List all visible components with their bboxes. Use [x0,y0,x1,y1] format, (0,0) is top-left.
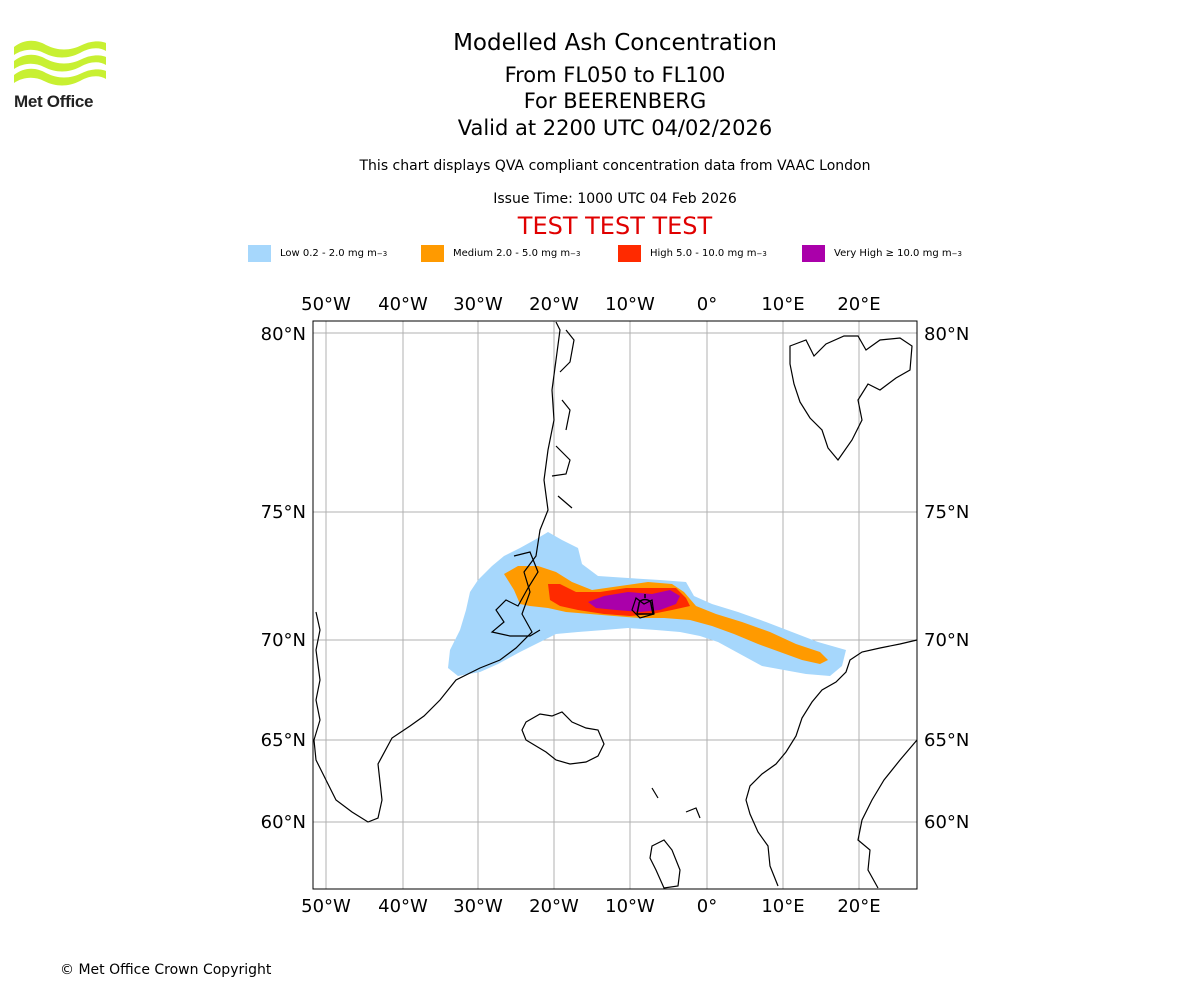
faroe-shetland-coast [649,787,701,889]
lat-tick-left: 65°N [261,730,306,751]
coastlines [313,321,918,889]
legend-swatch-high [618,245,641,262]
lat-tick-left: 75°N [261,502,306,523]
chart-title: Modelled Ash Concentration [453,30,777,56]
legend-item-high: High 5.0 - 10.0 mg m −3 [618,244,767,263]
lon-tick-top: 20°W [529,294,579,315]
legend-label-medium: Medium 2.0 - 5.0 mg m [453,248,571,259]
met-office-logo [14,40,106,86]
ash-plume [448,532,846,676]
lat-tick-left: 60°N [261,812,306,833]
lon-tick-bottom: 40°W [378,896,428,917]
lon-tick-bottom: 20°W [529,896,579,917]
lon-ticks-top: 50°W 40°W 30°W 20°W 10°W 0° 10°E 20°E [301,294,880,315]
lon-tick-bottom: 20°E [837,896,880,917]
lon-tick-bottom: 10°W [605,896,655,917]
bell-icon [636,594,654,615]
lat-tick-right: 70°N [924,630,969,651]
jan-mayen-outline [631,597,655,619]
greenland-east-inlets [551,329,575,509]
lat-tick-right: 80°N [924,324,969,345]
lat-ticks-right: 80°N 75°N 70°N 65°N 60°N [924,324,969,833]
lat-tick-right: 75°N [924,502,969,523]
iceland-coast [521,711,605,765]
map-frame [312,320,918,890]
lat-tick-left: 70°N [261,630,306,651]
lon-tick-top: 50°W [301,294,351,315]
lon-tick-bottom: 50°W [301,896,351,917]
legend-exp-low: −3 [376,249,388,258]
issue-time: Issue Time: 1000 UTC 04 Feb 2026 [493,191,737,207]
lon-tick-top: 20°E [837,294,880,315]
ash-very-high-region [588,590,680,612]
legend-label-low: Low 0.2 - 2.0 mg m [280,248,377,259]
legend-swatch-low [248,245,271,262]
legend-item-low: Low 0.2 - 2.0 mg m −3 [248,244,387,263]
greenland-coast [313,321,561,823]
lon-tick-top: 40°W [378,294,428,315]
copyright-notice: © Met Office Crown Copyright [60,962,272,978]
qva-description: This chart displays QVA compliant concen… [359,158,871,174]
lon-tick-top: 0° [697,294,717,315]
lon-tick-bottom: 0° [697,896,717,917]
test-banner: TEST TEST TEST [517,212,713,240]
svalbard-coast [789,335,913,461]
volcano-name: For BEERENBERG [523,89,707,113]
lon-tick-bottom: 30°W [453,896,503,917]
ash-concentration-map: 50°W 40°W 30°W 20°W 10°W 0° 10°E 20°E 50… [261,294,970,917]
ash-medium-region [504,566,828,664]
legend-label-very-high: Very High ≥ 10.0 mg m [834,248,952,259]
lon-tick-top: 10°E [761,294,804,315]
legend-item-medium: Medium 2.0 - 5.0 mg m −3 [421,244,580,263]
greenland-fjords [490,551,541,637]
legend-exp-high: −3 [756,249,767,258]
flight-level-range: From FL050 to FL100 [504,63,726,87]
lat-ticks-left: 80°N 75°N 70°N 65°N 60°N [261,324,306,833]
legend-item-very-high: Very High ≥ 10.0 mg m −3 [802,244,962,263]
lon-tick-bottom: 10°E [761,896,804,917]
lat-tick-right: 65°N [924,730,969,751]
legend-exp-medium: −3 [570,249,581,258]
legend-swatch-very-high [802,245,825,262]
lat-tick-left: 80°N [261,324,306,345]
met-office-wordmark: Met Office [14,92,94,111]
lon-ticks-bottom: 50°W 40°W 30°W 20°W 10°W 0° 10°E 20°E [301,896,880,917]
scandinavia-coast [745,639,918,889]
lat-tick-right: 60°N [924,812,969,833]
legend-label-high: High 5.0 - 10.0 mg m [650,248,757,259]
legend-exp-very-high: −3 [951,249,962,258]
legend-swatch-medium [421,245,444,262]
valid-time: Valid at 2200 UTC 04/02/2026 [457,116,773,140]
lon-tick-top: 10°W [605,294,655,315]
graticule [313,321,917,889]
lon-tick-top: 30°W [453,294,503,315]
